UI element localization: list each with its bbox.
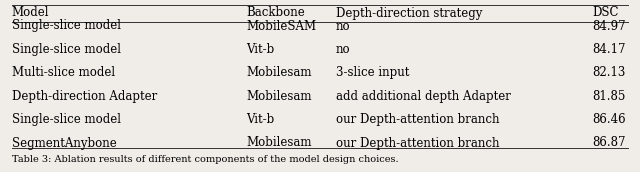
Text: Single-slice model: Single-slice model [12,43,120,56]
Text: 84.17: 84.17 [592,43,625,56]
Text: Table 3: Ablation results of different components of the model design choices.: Table 3: Ablation results of different c… [12,155,398,164]
Text: SegmentAnybone: SegmentAnybone [12,137,116,149]
Text: DSC: DSC [592,7,618,19]
Text: add additional depth Adapter: add additional depth Adapter [336,90,511,103]
Text: 82.13: 82.13 [592,66,625,79]
Text: 84.97: 84.97 [592,19,626,33]
Text: MobileSAM: MobileSAM [246,19,317,33]
Text: 86.87: 86.87 [592,137,625,149]
Text: Mobilesam: Mobilesam [246,137,312,149]
Text: Single-slice model: Single-slice model [12,19,120,33]
Text: Depth-direction Adapter: Depth-direction Adapter [12,90,157,103]
Text: 86.46: 86.46 [592,113,626,126]
Text: 81.85: 81.85 [592,90,625,103]
Text: our Depth-attention branch: our Depth-attention branch [336,113,499,126]
Text: 3-slice input: 3-slice input [336,66,410,79]
Text: our Depth-attention branch: our Depth-attention branch [336,137,499,149]
Text: Vit-b: Vit-b [246,113,275,126]
Text: Multi-slice model: Multi-slice model [12,66,115,79]
Text: Depth-direction strategy: Depth-direction strategy [336,7,483,19]
Text: Backbone: Backbone [246,7,305,19]
Text: Mobilesam: Mobilesam [246,90,312,103]
Text: Single-slice model: Single-slice model [12,113,120,126]
Text: no: no [336,43,351,56]
Text: Mobilesam: Mobilesam [246,66,312,79]
Text: Vit-b: Vit-b [246,43,275,56]
Text: Model: Model [12,7,49,19]
Text: no: no [336,19,351,33]
